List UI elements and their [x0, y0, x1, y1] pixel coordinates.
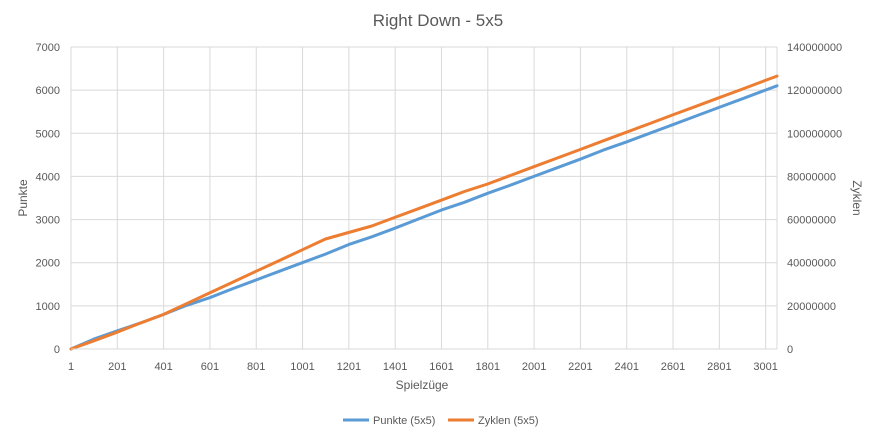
- x-tick-label: 1001: [290, 361, 314, 373]
- x-tick-label: 2801: [707, 361, 731, 373]
- right-tick-label: 60000000: [787, 215, 836, 227]
- right-tick-label: 40000000: [787, 258, 836, 270]
- left-tick-label: 2000: [36, 258, 60, 270]
- x-tick-label: 2401: [614, 361, 638, 373]
- gridlines: [70, 46, 778, 349]
- right-tick-label: 100000000: [787, 128, 842, 140]
- right-tick-label: 140000000: [787, 42, 842, 54]
- x-tick-label: 401: [154, 361, 172, 373]
- series-line-punkte: [69, 84, 779, 351]
- x-tick-label: 801: [247, 361, 265, 373]
- left-tick-label: 7000: [36, 42, 60, 54]
- left-tick-label: 1000: [36, 301, 60, 313]
- left-tick-label: 0: [54, 344, 60, 356]
- x-tick-label: 2201: [568, 361, 592, 373]
- legend-label-zyklen: Zyklen (5x5): [478, 415, 539, 427]
- right-axis-ticks: 0 20000000 40000000 60000000 80000000 1000000…: [787, 42, 842, 356]
- series-line-zyklen: [69, 74, 779, 351]
- left-tick-label: 3000: [36, 215, 60, 227]
- x-tick-label: 601: [201, 361, 219, 373]
- right-axis-title: Zyklen: [850, 180, 864, 215]
- x-axis-ticks: 1 201 401 601 801 1001 1201 1401 1601 1801 2001 220…: [68, 361, 778, 373]
- x-tick-label: 1801: [476, 361, 500, 373]
- x-axis-title: Spielzüge: [396, 378, 449, 392]
- series-lines: [69, 74, 779, 351]
- left-axis-title: Punkte: [16, 179, 30, 217]
- left-axis-ticks: 0 1000 2000 3000 4000 5000 6000 7000: [36, 42, 60, 356]
- x-tick-label: 3001: [753, 361, 777, 373]
- x-tick-label: 201: [108, 361, 126, 373]
- x-tick-label: 2001: [522, 361, 546, 373]
- x-tick-label: 1601: [429, 361, 453, 373]
- right-tick-label: 80000000: [787, 171, 836, 183]
- x-tick-label: 1: [68, 361, 74, 373]
- legend-label-punkte: Punkte (5x5): [373, 415, 435, 427]
- x-tick-label: 2601: [661, 361, 685, 373]
- left-tick-label: 5000: [36, 128, 60, 140]
- chart-title: Right Down - 5x5: [373, 11, 503, 30]
- legend: Punkte (5x5) Zyklen (5x5): [343, 415, 539, 427]
- right-tick-label: 0: [787, 344, 793, 356]
- left-tick-label: 4000: [36, 171, 60, 183]
- right-tick-label: 20000000: [787, 301, 836, 313]
- left-tick-label: 6000: [36, 85, 60, 97]
- x-tick-label: 1401: [383, 361, 407, 373]
- right-tick-label: 120000000: [787, 85, 842, 97]
- x-tick-label: 1201: [337, 361, 361, 373]
